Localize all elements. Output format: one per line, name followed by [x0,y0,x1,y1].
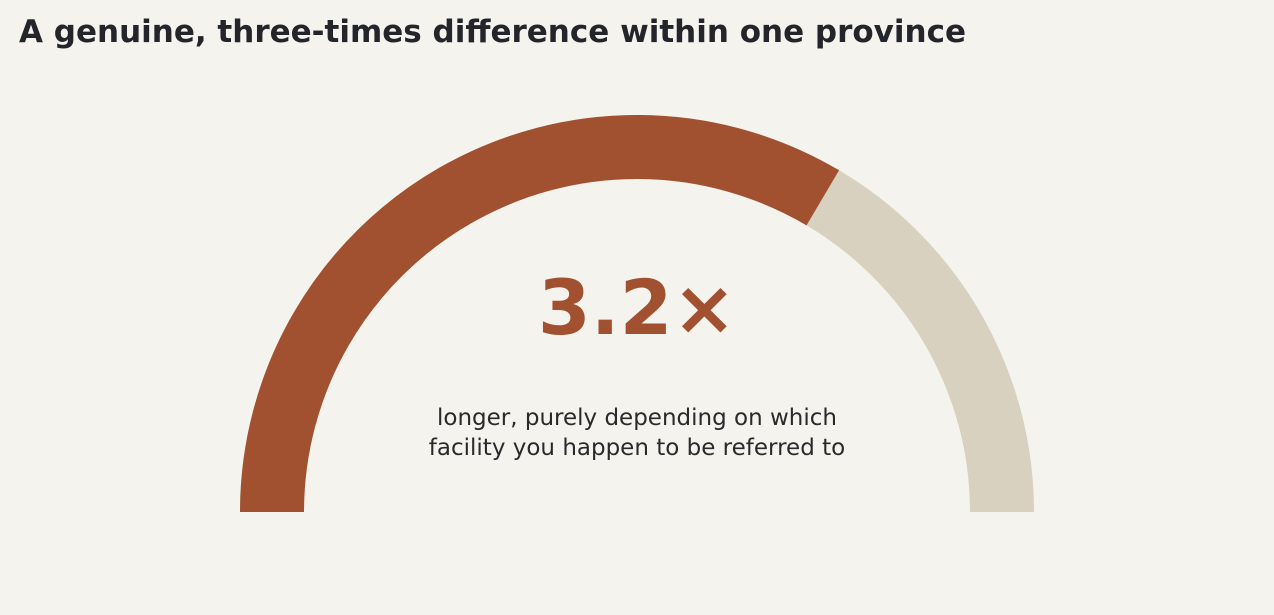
chart-title: A genuine, three-times difference within… [19,14,966,50]
gauge-value-label: 3.2× [537,263,737,352]
gauge-value-arc [240,115,840,513]
gauge-caption-line-1: longer, purely depending on which [437,405,837,431]
gauge-caption-line-2: facility you happen to be referred to [428,435,846,461]
gauge-caption: longer, purely depending on which facili… [0,403,1274,463]
